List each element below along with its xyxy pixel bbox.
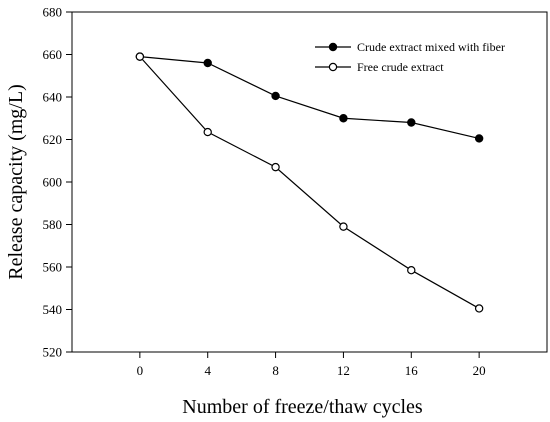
data-point <box>271 91 280 101</box>
legend-marker <box>328 42 338 52</box>
y-axis-ticks: 520 540 560 580 600 620 640 660 680 <box>43 5 72 360</box>
y-axis-title: Release capacity (mg/L) <box>5 84 27 279</box>
data-point <box>271 162 280 172</box>
data-point <box>339 222 348 231</box>
data-point <box>203 127 212 137</box>
data-point <box>474 304 484 313</box>
x-axis-ticks: 0 4 8 12 16 20 <box>137 352 486 378</box>
data-point <box>203 58 212 68</box>
data-point <box>407 265 416 275</box>
x-tick-label: 4 <box>204 363 211 378</box>
legend-marker <box>328 62 338 72</box>
x-tick-label: 0 <box>137 363 144 378</box>
data-point <box>339 114 348 123</box>
x-axis-title: Number of freeze/thaw cycles <box>182 396 423 418</box>
plot-frame <box>71 11 548 353</box>
y-tick-label: 580 <box>43 217 63 232</box>
x-tick-label: 16 <box>405 363 419 378</box>
legend-label: Free crude extract <box>357 60 444 74</box>
legend-label: Crude extract mixed with fiber <box>357 40 505 54</box>
data-point <box>135 52 145 61</box>
series-2 <box>135 52 484 313</box>
y-tick-label: 600 <box>43 175 63 190</box>
y-tick-label: 620 <box>43 132 63 147</box>
data-point <box>407 118 416 127</box>
series-line <box>139 56 480 309</box>
y-tick-label: 640 <box>43 90 63 105</box>
x-tick-label: 20 <box>473 363 486 378</box>
series-line <box>139 56 480 140</box>
legend: Crude extract mixed with fiber Free crude… <box>315 40 505 74</box>
y-tick-label: 680 <box>43 5 63 20</box>
y-tick-label: 520 <box>43 345 63 360</box>
data-point <box>474 134 484 143</box>
x-tick-label: 8 <box>272 363 279 378</box>
plot-area <box>71 11 548 353</box>
y-tick-label: 560 <box>43 260 63 275</box>
y-tick-label: 540 <box>43 302 63 317</box>
x-tick-label: 12 <box>337 363 350 378</box>
series-layer <box>135 52 484 313</box>
y-tick-label: 660 <box>43 47 63 62</box>
